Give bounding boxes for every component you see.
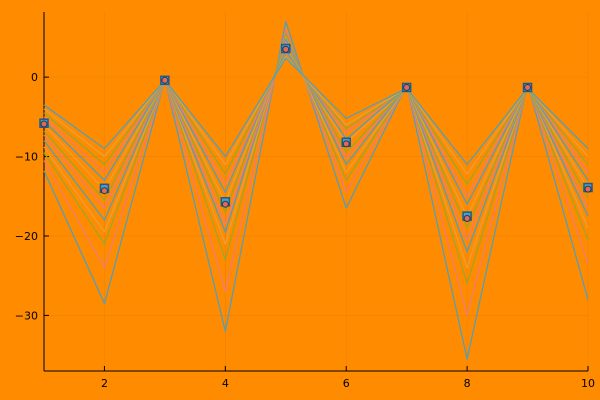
x-tick-label: 4	[222, 377, 229, 390]
circle-marker	[463, 215, 471, 223]
series-line	[43, 43, 589, 229]
series-line	[43, 52, 589, 197]
series-group	[43, 20, 589, 360]
series-line	[43, 49, 589, 205]
tick-labels: 2 4 6 8 10 0 −10 −20 −30	[15, 71, 595, 390]
y-tick-label: −20	[15, 230, 38, 243]
markers-group	[39, 43, 593, 223]
x-tick-label: 2	[101, 377, 108, 390]
x-tick-label: 10	[581, 377, 595, 390]
y-tick-label: 0	[31, 71, 38, 84]
circle-marker	[282, 45, 290, 53]
series-line	[43, 55, 589, 175]
x-tick-label: 6	[343, 377, 350, 390]
series-line	[43, 40, 589, 241]
circle-marker	[584, 185, 592, 193]
y-tick-label: −30	[15, 309, 38, 322]
series-line	[43, 20, 589, 360]
circle-marker	[100, 187, 108, 195]
y-tick-label: −10	[15, 151, 38, 164]
x-tick-label: 8	[464, 377, 471, 390]
circle-marker	[403, 83, 411, 91]
axes	[43, 12, 589, 372]
series-line	[43, 36, 589, 269]
series-line	[43, 38, 589, 253]
circle-marker	[342, 140, 350, 148]
circle-marker	[221, 200, 229, 208]
series-line	[43, 54, 589, 186]
circle-marker	[524, 83, 532, 91]
circle-marker	[161, 76, 169, 84]
circle-marker	[40, 120, 48, 128]
series-line	[43, 57, 589, 166]
series-line	[43, 28, 589, 317]
series-line	[43, 32, 589, 285]
